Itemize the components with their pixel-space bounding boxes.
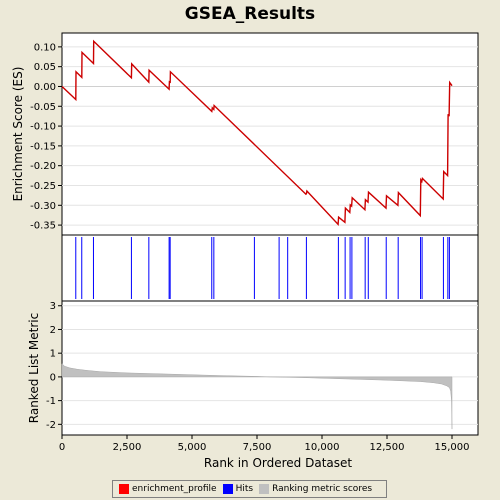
es-panel-frame: [61, 32, 479, 236]
x-tick-label: 2,500: [113, 442, 142, 453]
es-y-tick-label: -0.10: [30, 122, 56, 133]
x-tick-label: 7,500: [243, 442, 272, 453]
legend-label: Hits: [235, 484, 254, 494]
es-y-tick-label: 0.05: [34, 62, 56, 73]
legend-item-ranking-metric: Ranking metric scores: [259, 484, 372, 494]
es-y-tick-label: -0.15: [30, 141, 56, 152]
x-axis-label: Rank in Ordered Dataset: [204, 456, 352, 470]
metric-panel-frame: [61, 300, 479, 436]
es-line: [61, 39, 453, 226]
metric-y-tick-label: 3: [50, 301, 56, 312]
metric-area: [61, 363, 453, 430]
legend-label: Ranking metric scores: [272, 484, 373, 494]
legend-swatch-gray: [259, 484, 270, 494]
x-tick-label: 15,000: [435, 442, 470, 453]
metric-y-axis-label: Ranked List Metric: [27, 313, 41, 423]
legend-swatch-blue: [222, 484, 233, 494]
x-tick-label: 10,000: [305, 442, 340, 453]
es-y-tick-label: -0.30: [30, 201, 56, 212]
es-y-tick-label: -0.35: [30, 221, 56, 232]
legend-label: enrichment_profile: [132, 484, 217, 494]
hits-panel: [61, 234, 479, 302]
metric-panel: 3 2 1 0 -1 -2 Ranked List Metric: [27, 300, 479, 436]
es-panel: 0.10 0.05 0.00 -0.05 -0.10 -0.15 -0.20 -0.25 -0.…: [11, 32, 479, 236]
hits-panel-frame: [61, 234, 479, 302]
es-y-axis-label: Enrichment Score (ES): [11, 67, 25, 202]
legend-item-enrichment-profile: enrichment_profile: [119, 484, 217, 494]
metric-y-tick-label: -1: [46, 396, 56, 407]
chart-title: GSEA_Results: [184, 4, 316, 24]
es-y-tick-label: -0.25: [30, 181, 56, 192]
es-y-tick-label: 0.00: [34, 82, 56, 93]
es-y-tick-label: 0.10: [34, 42, 56, 53]
metric-y-tick-label: 0: [50, 372, 56, 383]
metric-y-tick-label: 1: [50, 349, 56, 360]
metric-y-tick-label: 2: [50, 325, 56, 336]
es-y-tick-label: -0.05: [30, 102, 56, 113]
legend: enrichment_profile Hits Ranking metric s…: [112, 480, 387, 498]
legend-item-hits: Hits: [222, 484, 254, 494]
x-tick-label: 5,000: [178, 442, 207, 453]
metric-y-tick-label: -2: [46, 420, 56, 431]
x-tick-label: 12,500: [370, 442, 405, 453]
x-tick-label: 0: [59, 442, 65, 453]
legend-swatch-red: [119, 484, 129, 494]
es-y-tick-label: -0.20: [30, 161, 56, 172]
